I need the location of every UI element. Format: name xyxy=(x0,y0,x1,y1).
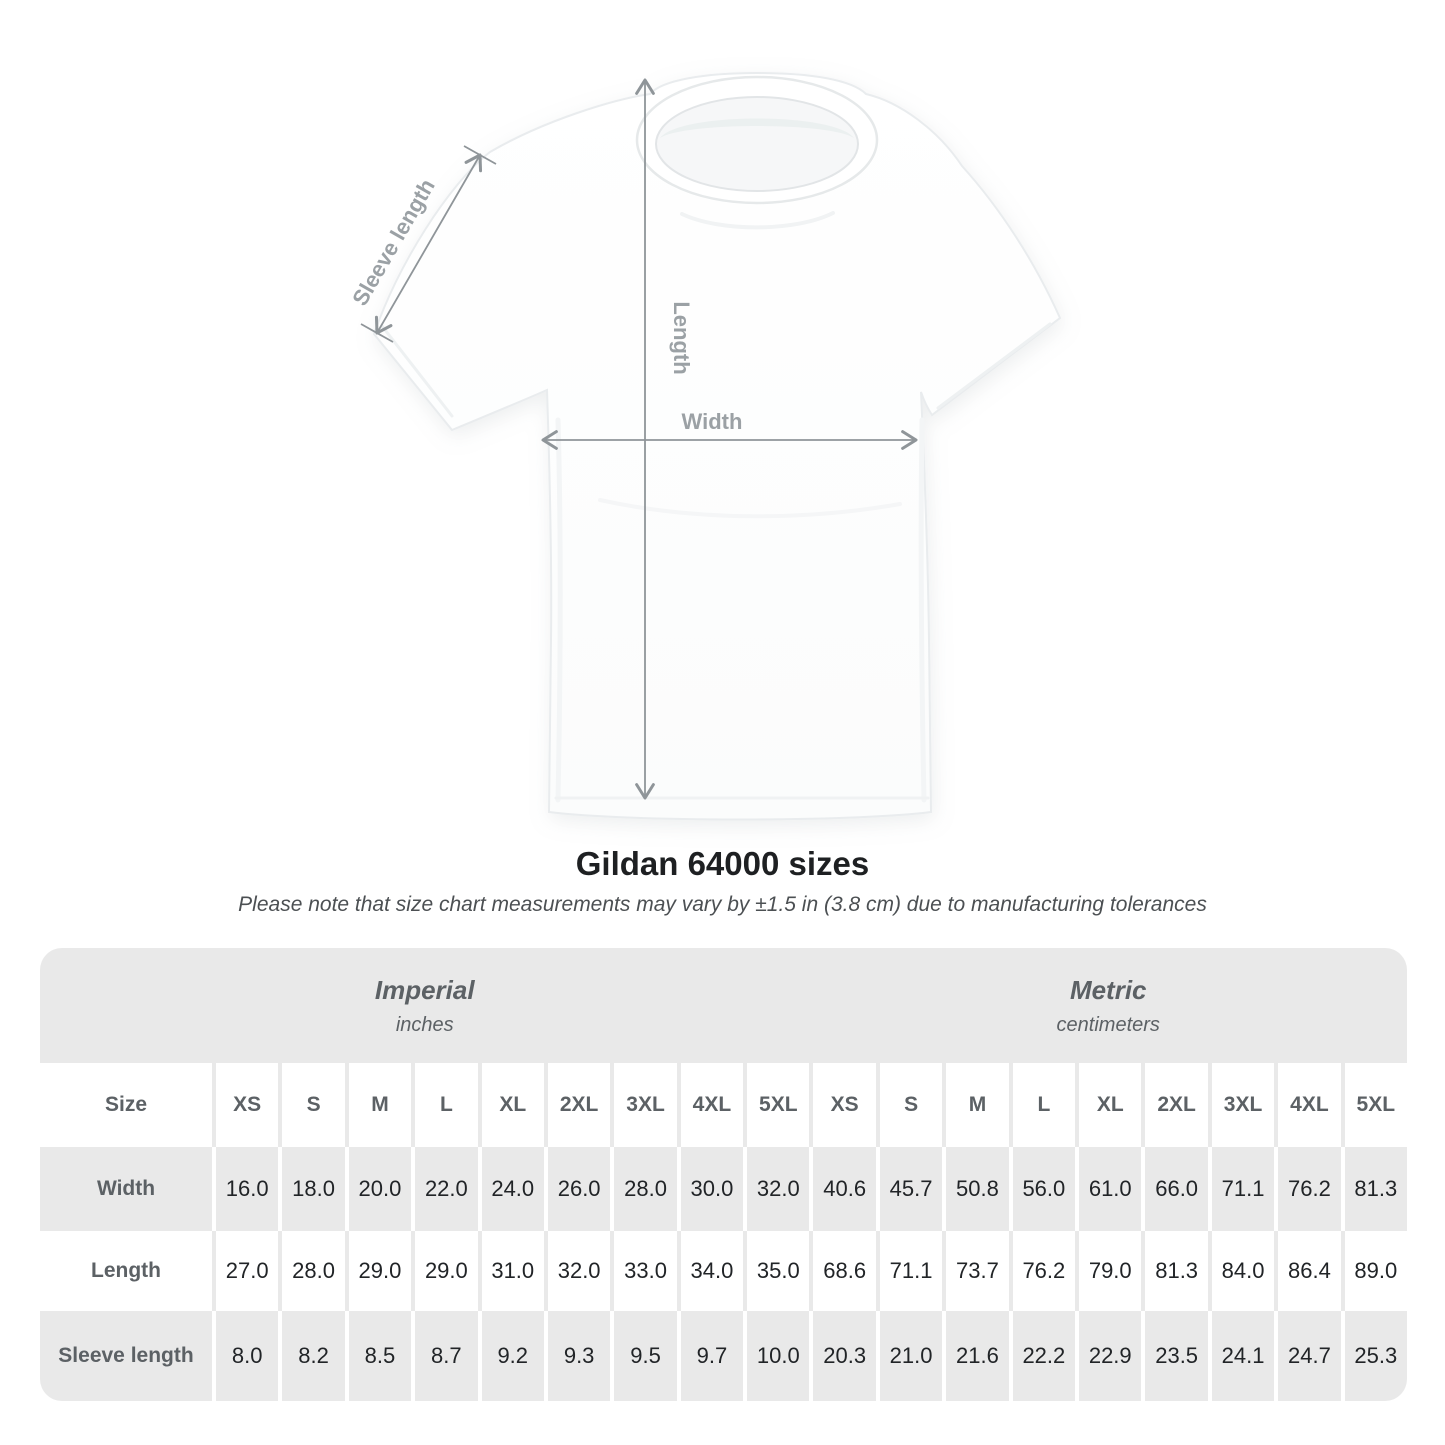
measurement-value-cell: 29.0 xyxy=(344,1231,411,1311)
measurement-value-cell: 32.0 xyxy=(543,1231,610,1311)
measurement-value-cell: 25.3 xyxy=(1340,1311,1407,1401)
measurement-value-cell: 9.3 xyxy=(543,1311,611,1401)
size-column-header: M xyxy=(942,1063,1008,1147)
measurement-value-cell: 8.7 xyxy=(411,1311,478,1401)
measurement-value-cell: 71.1 xyxy=(875,1231,942,1311)
measurement-value-cell: 8.0 xyxy=(212,1311,279,1401)
measurement-value-cell: 27.0 xyxy=(212,1231,278,1311)
measurement-value-cell: 40.6 xyxy=(809,1147,876,1231)
size-column-header: 2XL xyxy=(1141,1063,1207,1147)
size-column-header: 5XL xyxy=(743,1063,809,1147)
measurement-value-cell: 24.0 xyxy=(477,1147,544,1231)
size-column-header: 3XL xyxy=(1207,1063,1274,1147)
measurement-value-cell: 28.0 xyxy=(278,1231,344,1311)
measurement-value-cell: 79.0 xyxy=(1075,1231,1141,1311)
collar-shadow xyxy=(660,118,854,138)
measurement-value-cell: 20.0 xyxy=(344,1147,412,1231)
measurement-value-cell: 86.4 xyxy=(1274,1231,1340,1311)
size-column-header: XS xyxy=(212,1063,278,1147)
size-column-header: 4XL xyxy=(1274,1063,1340,1147)
measurement-value-cell: 32.0 xyxy=(743,1147,810,1231)
imperial-group-header: Imperial inches xyxy=(40,948,810,1063)
measurement-value-cell: 24.1 xyxy=(1207,1311,1275,1401)
measurement-value-cell: 8.5 xyxy=(344,1311,412,1401)
size-column-header: S xyxy=(875,1063,942,1147)
measurement-value-cell: 61.0 xyxy=(1075,1147,1142,1231)
measurement-value-cell: 76.2 xyxy=(1008,1231,1075,1311)
size-column-header: L xyxy=(411,1063,477,1147)
sleeve-length-tick-bottom xyxy=(360,323,394,343)
measurement-value-cell: 31.0 xyxy=(477,1231,544,1311)
size-table: Imperial inches Metric centimeters Size X… xyxy=(40,948,1407,1401)
measurement-value-cell: 22.9 xyxy=(1075,1311,1142,1401)
measurement-value-cell: 81.3 xyxy=(1141,1231,1207,1311)
size-column-header: XL xyxy=(477,1063,544,1147)
size-column-header: L xyxy=(1008,1063,1075,1147)
measurement-value-cell: 22.0 xyxy=(411,1147,478,1231)
tshirt-diagram-svg: Sleeve length Length Width xyxy=(347,71,1062,821)
measurement-value-cell: 24.7 xyxy=(1274,1311,1341,1401)
size-column-header: XL xyxy=(1075,1063,1141,1147)
measurement-value-cell: 10.0 xyxy=(743,1311,810,1401)
row-label-cell: Sleeve length xyxy=(40,1311,212,1401)
collar-inner xyxy=(655,96,859,192)
size-column-header: 3XL xyxy=(610,1063,676,1147)
measurement-value-cell: 50.8 xyxy=(942,1147,1009,1231)
measurement-value-cell: 56.0 xyxy=(1008,1147,1076,1231)
measurement-value-cell: 28.0 xyxy=(610,1147,677,1231)
size-column-header: M xyxy=(344,1063,411,1147)
measurement-value-cell: 84.0 xyxy=(1207,1231,1274,1311)
measurement-value-cell: 73.7 xyxy=(942,1231,1008,1311)
measurement-value-cell: 16.0 xyxy=(212,1147,279,1231)
measurement-value-cell: 9.5 xyxy=(610,1311,677,1401)
shirt-measurement-diagram: Sleeve length Length Width xyxy=(280,40,1170,850)
metric-group-name: Metric xyxy=(1069,974,1147,1005)
width-dimension: Width xyxy=(541,409,918,450)
measurement-value-cell: 89.0 xyxy=(1340,1231,1407,1311)
measurement-value-cell: 71.1 xyxy=(1207,1147,1275,1231)
size-header-cell: Size xyxy=(104,1093,148,1116)
measurement-value-cell: 66.0 xyxy=(1141,1147,1208,1231)
size-column-header: XS xyxy=(809,1063,875,1147)
measurement-value-cell: 34.0 xyxy=(676,1231,743,1311)
measurement-value-cell: 23.5 xyxy=(1141,1311,1208,1401)
tshirt-photo xyxy=(372,71,1062,821)
measurement-value-cell: 26.0 xyxy=(543,1147,611,1231)
imperial-group-unit: inches xyxy=(395,1013,454,1036)
measurement-value-cell: 22.2 xyxy=(1008,1311,1076,1401)
imperial-group-name: Imperial xyxy=(374,974,475,1005)
measurement-value-cell: 29.0 xyxy=(411,1231,477,1311)
sleeve-length-tick-top xyxy=(463,145,497,165)
size-column-header: 2XL xyxy=(543,1063,610,1147)
measurement-value-cell: 20.3 xyxy=(809,1311,876,1401)
measurement-value-cell: 35.0 xyxy=(743,1231,809,1311)
measurement-value-cell: 8.2 xyxy=(278,1311,345,1401)
row-label-cell: Length xyxy=(91,1259,161,1282)
tolerance-note: Please note that size chart measurements… xyxy=(238,893,1207,916)
measurement-value-cell: 21.0 xyxy=(875,1311,943,1401)
length-label: Length xyxy=(669,301,694,374)
measurement-value-cell: 33.0 xyxy=(610,1231,676,1311)
measurement-value-cell: 76.2 xyxy=(1274,1147,1341,1231)
size-column-header: S xyxy=(278,1063,344,1147)
width-label: Width xyxy=(682,409,743,434)
measurement-value-cell: 30.0 xyxy=(676,1147,744,1231)
size-column-header: 5XL xyxy=(1340,1063,1407,1147)
measurement-value-cell: 45.7 xyxy=(875,1147,943,1231)
measurement-value-cell: 68.6 xyxy=(809,1231,875,1311)
sleeve-length-arrow xyxy=(374,153,483,335)
size-column-header: 4XL xyxy=(676,1063,743,1147)
page-title: Gildan 64000 sizes xyxy=(575,845,870,882)
measurement-value-cell: 18.0 xyxy=(278,1147,345,1231)
metric-group-unit: centimeters xyxy=(1056,1013,1160,1036)
measurement-value-cell: 21.6 xyxy=(942,1311,1009,1401)
row-label-cell: Width xyxy=(40,1147,212,1231)
metric-group-header: Metric centimeters xyxy=(809,948,1407,1063)
measurement-value-cell: 9.7 xyxy=(676,1311,744,1401)
fabric-folds xyxy=(380,211,1052,803)
measurement-value-cell: 9.2 xyxy=(477,1311,544,1401)
measurement-value-cell: 81.3 xyxy=(1340,1147,1407,1231)
